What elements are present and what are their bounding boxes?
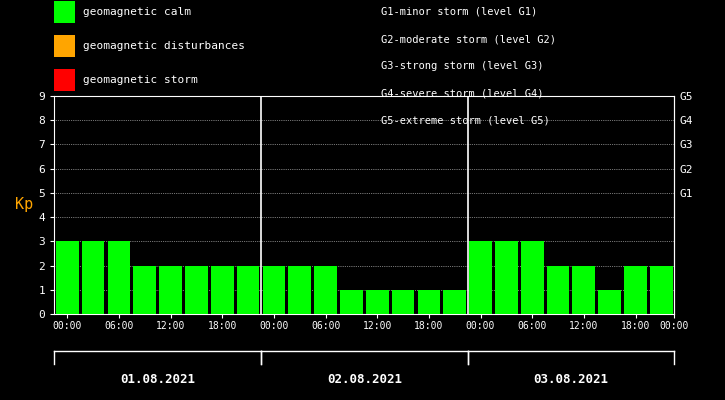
Bar — [262, 266, 285, 314]
Bar — [392, 290, 415, 314]
Text: geomagnetic storm: geomagnetic storm — [83, 75, 198, 85]
Bar — [211, 266, 233, 314]
Bar — [650, 266, 673, 314]
Text: G4-severe storm (level G4): G4-severe storm (level G4) — [381, 89, 543, 99]
Bar — [185, 266, 208, 314]
Bar — [314, 266, 337, 314]
Text: G2-moderate storm (level G2): G2-moderate storm (level G2) — [381, 34, 555, 44]
Text: G5-extreme storm (level G5): G5-extreme storm (level G5) — [381, 116, 550, 126]
Text: G1-minor storm (level G1): G1-minor storm (level G1) — [381, 7, 537, 17]
Bar — [289, 266, 311, 314]
Text: 01.08.2021: 01.08.2021 — [120, 373, 195, 386]
Text: geomagnetic disturbances: geomagnetic disturbances — [83, 41, 245, 51]
Bar — [237, 266, 260, 314]
Bar — [495, 241, 518, 314]
Bar — [366, 290, 389, 314]
Bar — [133, 266, 156, 314]
Bar — [598, 290, 621, 314]
Bar — [418, 290, 440, 314]
Bar — [56, 241, 78, 314]
Text: geomagnetic calm: geomagnetic calm — [83, 7, 191, 17]
Bar — [82, 241, 104, 314]
Bar — [521, 241, 544, 314]
Bar — [624, 266, 647, 314]
Bar — [340, 290, 362, 314]
Bar — [107, 241, 130, 314]
Bar — [573, 266, 595, 314]
Text: 03.08.2021: 03.08.2021 — [534, 373, 608, 386]
Text: 02.08.2021: 02.08.2021 — [327, 373, 402, 386]
Bar — [444, 290, 466, 314]
Text: Kp: Kp — [15, 198, 34, 212]
Bar — [469, 241, 492, 314]
Text: G3-strong storm (level G3): G3-strong storm (level G3) — [381, 62, 543, 72]
Bar — [160, 266, 182, 314]
Bar — [547, 266, 569, 314]
